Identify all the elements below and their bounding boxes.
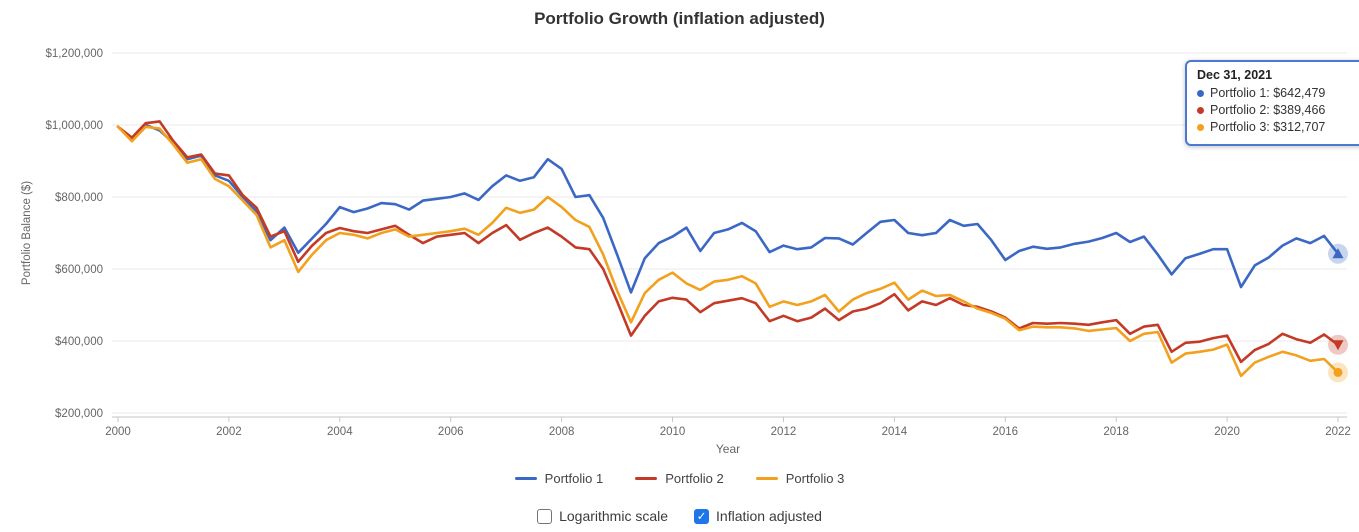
inflation-adjusted-control[interactable]: Inflation adjusted (694, 508, 822, 524)
legend-item-portfolio-2[interactable]: Portfolio 2 (635, 471, 724, 486)
y-tick-label: $200,000 (55, 408, 103, 420)
series-dot-icon (1197, 124, 1204, 131)
y-tick-label: $1,200,000 (45, 48, 103, 60)
legend-label: Portfolio 3 (785, 471, 845, 486)
y-tick-label: $800,000 (55, 192, 103, 204)
logarithmic-scale-label: Logarithmic scale (559, 508, 669, 524)
x-tick-label: 2020 (1214, 426, 1240, 438)
tooltip-row-portfolio-2: Portfolio 2: $389,466 (1197, 102, 1355, 119)
x-tick-label: 2004 (327, 426, 353, 438)
end-marker-triangle-down-icon[interactable] (1332, 340, 1344, 351)
legend-label: Portfolio 2 (665, 471, 724, 486)
logarithmic-scale-control[interactable]: Logarithmic scale (537, 508, 668, 524)
series-line-portfolio-2[interactable] (116, 120, 1340, 364)
line-swatch-icon (635, 477, 658, 480)
inflation-adjusted-label: Inflation adjusted (716, 508, 822, 524)
portfolio-growth-chart: $200,000 $400,000 $600,000 $800,000 $1,000,0… (21, 48, 1351, 456)
series-line-portfolio-3[interactable] (116, 125, 1340, 378)
end-marker-triangle-up-icon[interactable] (1332, 248, 1344, 259)
tooltip-row-portfolio-3: Portfolio 3: $312,707 (1197, 119, 1355, 136)
legend-item-portfolio-3[interactable]: Portfolio 3 (755, 471, 845, 486)
y-tick-label: $600,000 (55, 264, 103, 276)
chart-tooltip: Dec 31, 2021 Portfolio 1: $642,479 Portf… (1185, 60, 1359, 146)
x-tick-label: 2000 (105, 426, 131, 438)
tooltip-value: Portfolio 1: $642,479 (1210, 86, 1326, 100)
chart-controls: Logarithmic scale Inflation adjusted (0, 508, 1359, 524)
tooltip-value: Portfolio 2: $389,466 (1210, 103, 1326, 117)
x-axis-title: Year (716, 442, 740, 456)
x-tick-label: 2012 (771, 426, 797, 438)
line-swatch-icon (514, 477, 537, 480)
chart-legend: Portfolio 1 Portfolio 2 Portfolio 3 (0, 471, 1359, 486)
x-tick-label: 2006 (438, 426, 464, 438)
legend-label: Portfolio 1 (544, 471, 604, 486)
tooltip-date: Dec 31, 2021 (1197, 68, 1273, 82)
legend-item-portfolio-1[interactable]: Portfolio 1 (514, 471, 604, 486)
tooltip-row-portfolio-1: Portfolio 1: $642,479 (1197, 85, 1355, 102)
inflation-adjusted-checkbox[interactable] (694, 508, 710, 524)
x-tick-label: 2010 (660, 426, 686, 438)
tooltip-value: Portfolio 3: $312,707 (1210, 120, 1326, 134)
x-tick-label: 2002 (216, 426, 242, 438)
line-swatch-icon (755, 477, 778, 480)
x-tick-label: 2018 (1103, 426, 1129, 438)
x-tick-label: 2016 (992, 426, 1018, 438)
logarithmic-scale-checkbox[interactable] (537, 508, 553, 524)
chart-area: $200,000 $400,000 $600,000 $800,000 $1,000,0… (21, 48, 1359, 456)
x-tick-label: 2022 (1325, 426, 1351, 438)
x-tick-label: 2008 (549, 426, 575, 438)
series-line-portfolio-1[interactable] (116, 123, 1340, 294)
chart-title: Portfolio Growth (inflation adjusted) (534, 9, 825, 28)
x-tick-label: 2014 (882, 426, 908, 438)
series-dot-icon (1197, 107, 1204, 114)
series-dot-icon (1197, 90, 1204, 97)
y-axis-title: Portfolio Balance ($) (21, 181, 33, 285)
y-tick-label: $1,000,000 (45, 120, 103, 132)
y-tick-label: $400,000 (55, 336, 103, 348)
end-marker-circle-icon[interactable] (1333, 367, 1343, 377)
